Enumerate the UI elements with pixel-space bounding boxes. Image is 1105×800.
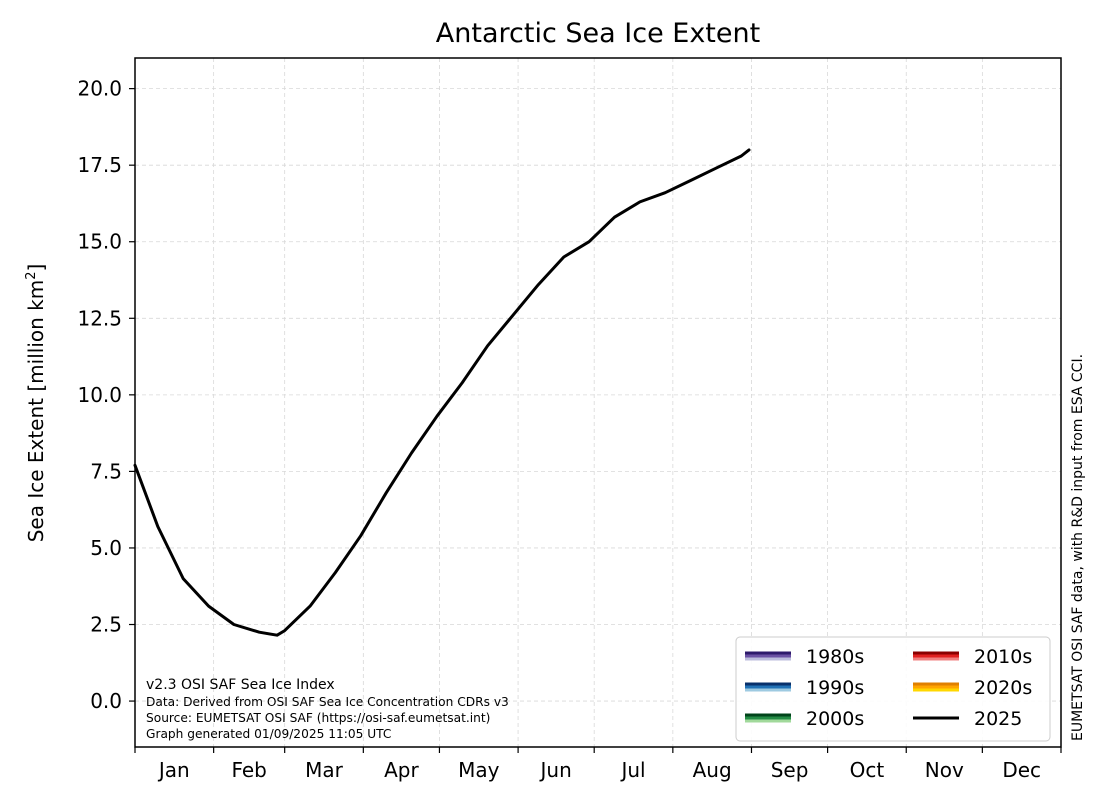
generated-date-text: Graph generated 01/09/2025 11:05 UTC: [146, 727, 391, 741]
legend-label: 2020s: [974, 677, 1032, 699]
legend-box: [735, 636, 1051, 742]
y-axis-label: Sea Ice Extent [million km2]: [24, 264, 48, 543]
version-text: v2.3 OSI SAF Sea Ice Index: [146, 677, 335, 693]
chart-title: Antarctic Sea Ice Extent: [436, 18, 760, 49]
legend-label: 1980s: [806, 646, 864, 668]
y-tick-label: 15.0: [77, 230, 122, 254]
y-tick-label: 12.5: [77, 306, 122, 330]
x-tick-label: Jan: [157, 758, 190, 782]
info-text: v2.3 OSI SAF Sea Ice Index Data: Derived…: [146, 677, 509, 741]
y-tick-label: 5.0: [90, 536, 122, 560]
credit-text: EUMETSAT OSI SAF data, with R&D input fr…: [1070, 354, 1086, 741]
x-tick-label: Dec: [1002, 758, 1041, 782]
source-url-text: Source: EUMETSAT OSI SAF (https://osi-sa…: [146, 711, 490, 725]
x-tick-label: Jul: [619, 758, 645, 782]
x-tick-label: Aug: [693, 758, 732, 782]
legend-label: 2010s: [974, 646, 1032, 668]
legend: 1980s 2010s 1990s 2020s 2000s 2025: [735, 636, 1051, 742]
x-tick-label: Apr: [384, 758, 419, 782]
y-tick-label: 2.5: [90, 613, 122, 637]
plot-frame: [134, 57, 1062, 748]
legend-label: 2025: [974, 708, 1022, 730]
y-tick-label: 0.0: [90, 689, 122, 713]
y-tick-label: 20.0: [77, 77, 122, 101]
y-tick-label: 10.0: [77, 383, 122, 407]
plot-lines: [133, 148, 751, 637]
y-tick-label: 7.5: [90, 459, 122, 483]
legend-label: 1990s: [806, 677, 864, 699]
x-tick-label: Jun: [539, 758, 572, 782]
y-tick-label: 17.5: [77, 153, 122, 177]
y-axis: 0.0 2.5 5.0 7.5 10.0 12.5 15.0 17.5 20.0: [77, 77, 135, 713]
series-line-2025: [133, 148, 751, 637]
x-tick-label: Feb: [231, 758, 266, 782]
x-tick-label: Nov: [925, 758, 964, 782]
x-tick-label: Oct: [850, 758, 885, 782]
x-axis: Jan Feb Mar Apr May Jun Jul Aug Sep Oct Nov Dec: [134, 747, 1062, 782]
x-tick-label: Sep: [771, 758, 809, 782]
x-tick-label: May: [458, 758, 500, 782]
legend-label: 2000s: [806, 708, 864, 730]
data-source-text: Data: Derived from OSI SAF Sea Ice Conce…: [146, 695, 509, 709]
x-tick-label: Mar: [305, 758, 344, 782]
